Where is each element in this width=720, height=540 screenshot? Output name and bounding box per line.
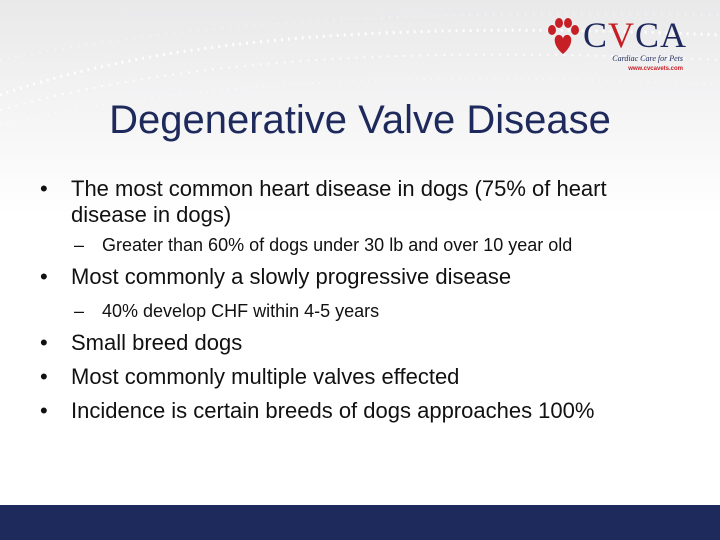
bullet-marker: • [40, 364, 48, 389]
bullet-item: • Most commonly a slowly progressive dise… [40, 264, 680, 290]
bullet-text: Most commonly a slowly progressive disea… [71, 264, 512, 289]
sub-bullet-item: –40% develop CHF within 4-5 years [74, 300, 694, 322]
background-swoosh [0, 12, 720, 126]
footer-bar [0, 505, 720, 540]
bullet-item: • The most common heart disease in dogs (… [40, 176, 650, 228]
bullet-item: • Small breed dogs [40, 330, 680, 356]
dash-marker: – [74, 301, 85, 321]
bullet-item: • Incidence is certain breeds of dogs app… [40, 398, 640, 424]
sub-bullet-item: – Greater than 60% of dogs under 30 lb an… [74, 234, 694, 256]
bullet-marker: • [40, 330, 48, 355]
slide-title: Degenerative Valve Disease [109, 98, 611, 142]
logo-wordmark: CVCA [583, 14, 687, 56]
logo-tagline: Cardiac Care for Pets [612, 54, 683, 63]
logo-url: www.cvcavets.com [628, 66, 683, 72]
bullet-text: The most common heart disease in dogs (7… [71, 176, 607, 227]
logo-wordmark-ca: CA [635, 15, 688, 55]
bullet-text: 40% develop CHF within 4-5 years [102, 301, 380, 321]
dash-marker: – [74, 235, 85, 255]
bullet-text: Most commonly multiple valves effected [71, 364, 460, 389]
bullet-list: • The most common heart disease in dogs (… [40, 176, 694, 424]
bullet-text: Greater than 60% of dogs under 30 lb and… [102, 235, 573, 255]
bullet-text: Small breed dogs [71, 330, 243, 355]
logo-wordmark-cv: CV [583, 15, 636, 55]
bullet-text: Incidence is certain breeds of dogs appr… [71, 398, 595, 423]
bullet-item: • Most commonly multiple valves effected [40, 364, 680, 390]
bullet-marker: • [40, 264, 48, 289]
bullet-marker: • [40, 398, 48, 423]
paw-heart-icon [548, 18, 579, 54]
bullet-marker: • [40, 176, 48, 201]
cvca-logo: CVCA Cardiac Care for Pets www.cvcavets.… [545, 14, 695, 80]
